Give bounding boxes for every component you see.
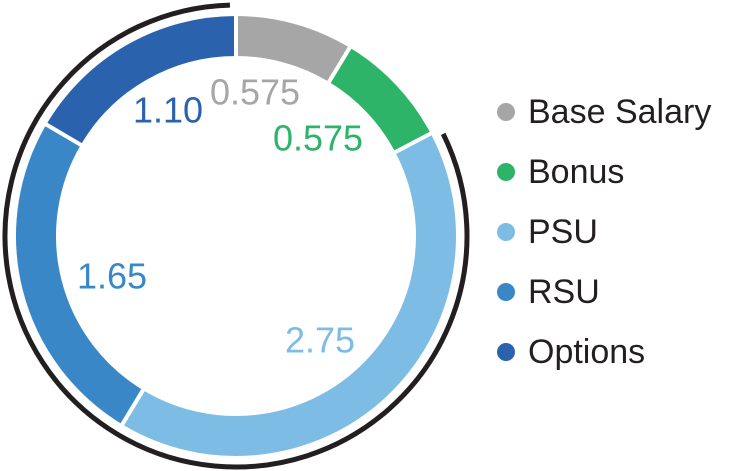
slice-options bbox=[41, 11, 238, 149]
slice-psu bbox=[118, 129, 460, 460]
legend-label-rsu: RSU bbox=[528, 273, 600, 311]
data-labels: 0.575 0.575 2.75 1.65 1.10 bbox=[77, 72, 363, 361]
legend-marker-psu bbox=[497, 223, 515, 241]
legend-label-bonus: Bonus bbox=[528, 153, 624, 191]
legend-marker-bonus bbox=[497, 163, 515, 181]
legend-marker-base-salary bbox=[497, 103, 515, 121]
outer-brackets bbox=[2, 2, 470, 470]
legend-label-base-salary: Base Salary bbox=[528, 93, 711, 131]
data-label-psu: 2.75 bbox=[285, 320, 355, 361]
legend-marker-options bbox=[497, 343, 515, 361]
data-label-options: 1.10 bbox=[133, 90, 203, 131]
legend-label-options: Options bbox=[528, 333, 645, 371]
data-label-rsu: 1.65 bbox=[77, 256, 147, 297]
donut-slices bbox=[12, 11, 460, 460]
data-label-base-salary: 0.575 bbox=[210, 72, 300, 113]
legend-marker-rsu bbox=[497, 283, 515, 301]
outer-bracket-0 bbox=[2, 2, 470, 470]
data-label-bonus: 0.575 bbox=[273, 118, 363, 159]
legend-label-psu: PSU bbox=[528, 213, 598, 251]
legend: Base Salary Bonus PSU RSU Options bbox=[497, 93, 711, 371]
